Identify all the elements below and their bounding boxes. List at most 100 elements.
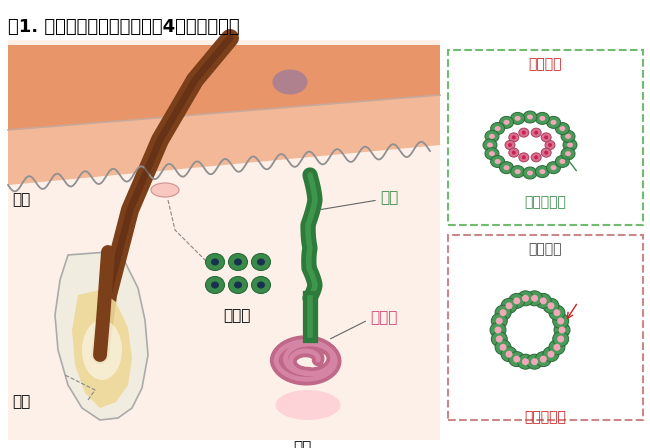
Ellipse shape — [547, 351, 554, 358]
Ellipse shape — [551, 165, 556, 170]
Text: 毛包: 毛包 — [12, 395, 31, 409]
Ellipse shape — [534, 131, 538, 135]
Ellipse shape — [547, 116, 560, 128]
Polygon shape — [72, 290, 132, 408]
Ellipse shape — [540, 169, 545, 174]
Ellipse shape — [506, 302, 513, 309]
Ellipse shape — [545, 141, 555, 150]
Polygon shape — [8, 40, 440, 440]
Ellipse shape — [495, 340, 511, 355]
Ellipse shape — [489, 151, 495, 156]
Ellipse shape — [517, 291, 534, 306]
Text: 基底層細胞: 基底層細胞 — [524, 195, 566, 209]
Ellipse shape — [491, 314, 507, 328]
Ellipse shape — [500, 344, 506, 351]
Ellipse shape — [490, 323, 506, 337]
Ellipse shape — [211, 258, 219, 266]
Ellipse shape — [552, 332, 569, 346]
Ellipse shape — [519, 128, 529, 137]
Ellipse shape — [519, 153, 529, 162]
Ellipse shape — [511, 166, 525, 177]
Ellipse shape — [211, 281, 219, 289]
Polygon shape — [8, 95, 440, 185]
Text: 幹細胞: 幹細胞 — [224, 308, 251, 323]
Ellipse shape — [508, 143, 512, 147]
Ellipse shape — [509, 293, 525, 308]
Ellipse shape — [257, 258, 265, 266]
Ellipse shape — [527, 171, 533, 176]
Ellipse shape — [504, 120, 510, 125]
Ellipse shape — [540, 356, 547, 362]
Polygon shape — [55, 252, 148, 420]
Ellipse shape — [512, 151, 516, 155]
Ellipse shape — [485, 148, 499, 159]
Ellipse shape — [496, 336, 503, 343]
Ellipse shape — [548, 143, 552, 147]
Ellipse shape — [512, 135, 516, 139]
Ellipse shape — [544, 151, 548, 155]
Ellipse shape — [523, 167, 537, 179]
Ellipse shape — [506, 351, 513, 358]
Ellipse shape — [565, 134, 571, 139]
Ellipse shape — [536, 166, 549, 177]
Ellipse shape — [491, 332, 507, 346]
Ellipse shape — [499, 116, 514, 128]
Ellipse shape — [560, 126, 566, 131]
Ellipse shape — [561, 130, 575, 142]
Ellipse shape — [523, 111, 537, 123]
Ellipse shape — [522, 295, 529, 302]
Ellipse shape — [531, 128, 541, 137]
Text: 汗管: 汗管 — [380, 190, 398, 206]
Polygon shape — [8, 45, 440, 130]
Ellipse shape — [499, 162, 514, 174]
Ellipse shape — [561, 148, 575, 159]
Text: 図1. ヒト汗腺を構成している4つの細胞集団: 図1. ヒト汗腺を構成している4つの細胞集団 — [8, 18, 240, 36]
Ellipse shape — [205, 276, 224, 293]
Ellipse shape — [555, 155, 569, 168]
Ellipse shape — [522, 358, 529, 365]
Ellipse shape — [517, 354, 534, 369]
Ellipse shape — [540, 297, 547, 304]
Text: 筋上皮細胞: 筋上皮細胞 — [524, 410, 566, 424]
Ellipse shape — [252, 254, 270, 271]
Ellipse shape — [534, 155, 538, 159]
Ellipse shape — [82, 320, 122, 380]
Ellipse shape — [276, 390, 341, 420]
Ellipse shape — [504, 165, 510, 170]
Ellipse shape — [551, 120, 556, 125]
Ellipse shape — [509, 352, 525, 366]
Ellipse shape — [514, 356, 520, 362]
Ellipse shape — [557, 318, 564, 324]
Ellipse shape — [489, 134, 495, 139]
Ellipse shape — [509, 148, 519, 157]
Ellipse shape — [567, 142, 573, 147]
Ellipse shape — [496, 318, 503, 324]
Ellipse shape — [543, 298, 559, 313]
Ellipse shape — [515, 116, 521, 121]
Ellipse shape — [500, 309, 506, 316]
Ellipse shape — [151, 183, 179, 197]
Ellipse shape — [509, 133, 519, 142]
Ellipse shape — [252, 276, 270, 293]
Ellipse shape — [553, 309, 560, 316]
Ellipse shape — [531, 295, 538, 302]
Ellipse shape — [553, 344, 560, 351]
Ellipse shape — [485, 130, 499, 142]
Ellipse shape — [501, 298, 517, 313]
Ellipse shape — [552, 314, 569, 328]
Ellipse shape — [540, 116, 545, 121]
Ellipse shape — [526, 291, 543, 306]
Ellipse shape — [565, 151, 571, 156]
Ellipse shape — [547, 162, 560, 174]
Ellipse shape — [495, 327, 502, 333]
Circle shape — [513, 313, 547, 347]
Ellipse shape — [491, 123, 504, 134]
Ellipse shape — [531, 358, 538, 365]
Text: 分泌腺: 分泌腺 — [370, 310, 397, 326]
FancyBboxPatch shape — [448, 235, 643, 420]
FancyBboxPatch shape — [448, 50, 643, 225]
Ellipse shape — [560, 159, 566, 164]
Text: 表皮: 表皮 — [12, 193, 31, 207]
Ellipse shape — [557, 336, 564, 343]
Ellipse shape — [536, 293, 551, 308]
